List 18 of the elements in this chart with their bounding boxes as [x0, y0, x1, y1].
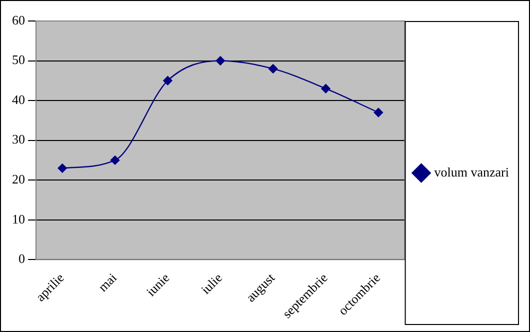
y-tick-label: 60 — [12, 12, 25, 28]
point — [163, 76, 172, 86]
y-tick-label: 0 — [18, 251, 25, 266]
point — [216, 56, 225, 66]
point — [110, 156, 120, 165]
point — [58, 164, 67, 173]
point — [374, 108, 384, 118]
y-tick-label: 40 — [12, 92, 25, 107]
y-tick-label: 10 — [12, 211, 25, 226]
point — [268, 64, 278, 74]
y-tick-label: 50 — [12, 52, 25, 68]
x-tick-label: iulie — [198, 270, 226, 298]
x-tick-label: mai — [95, 270, 120, 294]
y-tick-label: 20 — [12, 172, 25, 187]
legend-label: volum vanzari — [434, 164, 510, 180]
y-tick-label: 30 — [12, 132, 25, 147]
point — [321, 84, 330, 94]
x-tick-label: iunie — [143, 270, 172, 300]
